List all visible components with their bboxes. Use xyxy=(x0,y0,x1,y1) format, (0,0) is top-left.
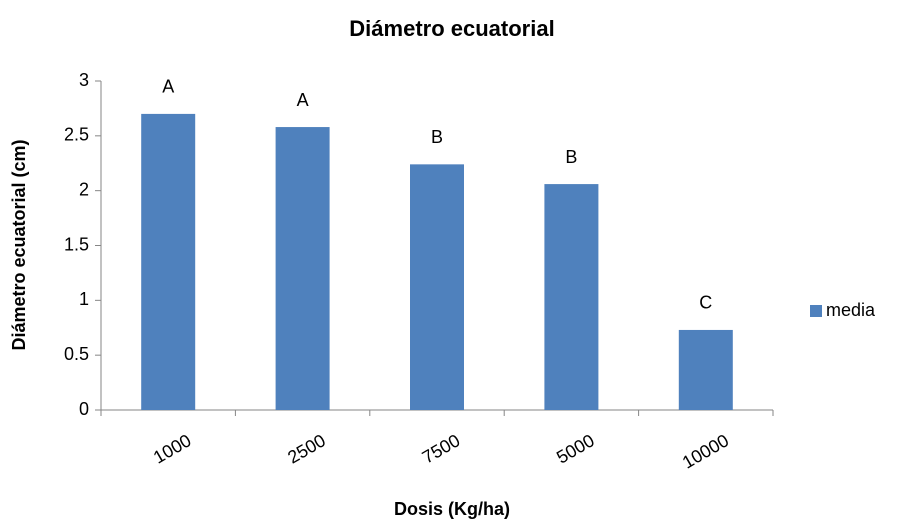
chart-title: Diámetro ecuatorial xyxy=(349,16,554,41)
y-tick-label: 1.5 xyxy=(64,234,89,254)
x-axis-title: Dosis (Kg/ha) xyxy=(394,499,510,519)
y-tick-label: 3 xyxy=(79,70,89,90)
bar xyxy=(410,164,464,410)
y-tick-label: 0 xyxy=(79,399,89,419)
x-tick-label: 7500 xyxy=(419,430,464,467)
annotation: C xyxy=(699,293,712,313)
annotation: A xyxy=(162,77,174,97)
annotation: B xyxy=(565,147,577,167)
y-axis-title: Diámetro ecuatorial (cm) xyxy=(9,139,29,350)
annotation: A xyxy=(297,90,309,110)
y-tick-label: 1 xyxy=(79,289,89,309)
legend-label: media xyxy=(826,300,876,320)
bar xyxy=(678,329,733,410)
x-tick-label: 10000 xyxy=(679,430,732,472)
x-tick-label: 1000 xyxy=(150,430,195,467)
y-tick-label: 2 xyxy=(79,179,89,199)
annotation: B xyxy=(431,127,443,147)
bar xyxy=(544,184,599,410)
x-tick-label: 5000 xyxy=(553,430,598,467)
bar xyxy=(275,127,330,410)
y-tick-label: 0.5 xyxy=(64,344,89,364)
y-tick-label: 2.5 xyxy=(64,125,89,145)
bar xyxy=(141,113,196,411)
legend-swatch xyxy=(810,305,822,317)
x-tick-label: 2500 xyxy=(284,430,329,467)
